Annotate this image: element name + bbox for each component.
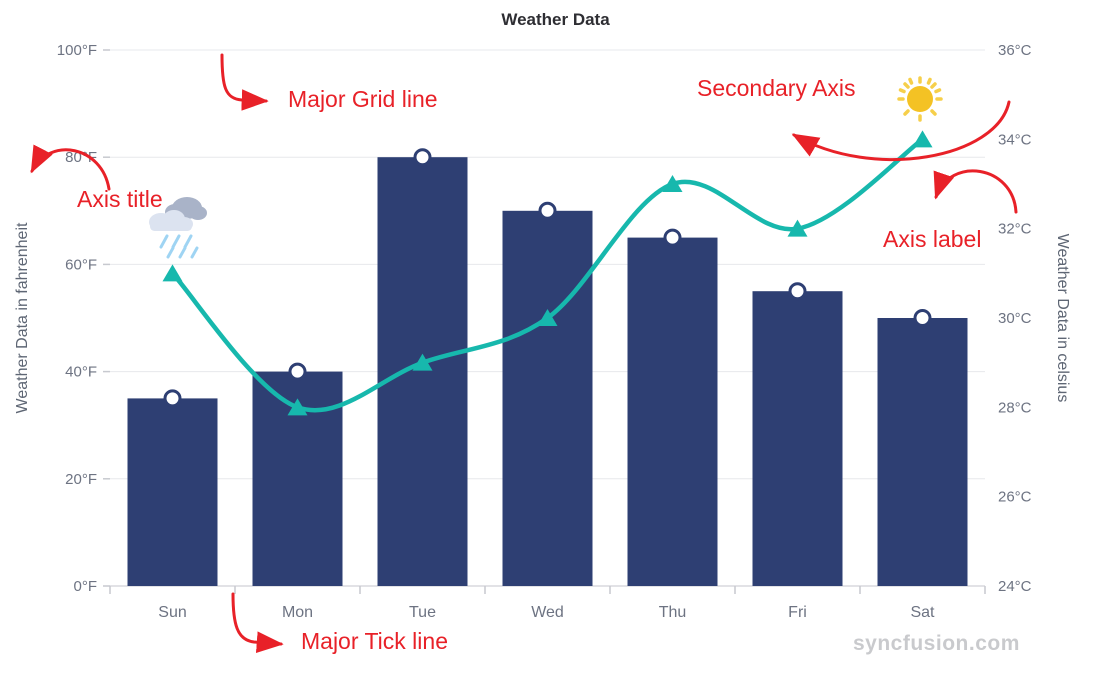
x-axis-label: Fri xyxy=(788,604,807,621)
annotation-secondary-axis: Secondary Axis xyxy=(697,75,856,101)
x-axis-label: Wed xyxy=(531,604,564,621)
spline-marker[interactable] xyxy=(787,219,808,237)
spline-marker[interactable] xyxy=(662,175,683,192)
column-thu[interactable] xyxy=(627,237,718,586)
primary-axis-label: 40°F xyxy=(65,364,97,381)
secondary-axis-label: 32°C xyxy=(998,221,1032,238)
column-marker[interactable] xyxy=(163,389,182,408)
syncfusion-watermark: syncfusion.com xyxy=(853,632,1020,655)
annotation-axis-title: Axis title xyxy=(77,186,163,212)
column-marker[interactable] xyxy=(788,282,807,301)
annotation-major-grid-line: Major Grid line xyxy=(288,86,438,112)
spline-marker[interactable] xyxy=(287,398,308,416)
primary-axis-label: 80°F xyxy=(65,149,97,166)
column-marker[interactable] xyxy=(663,228,682,247)
rain-cloud-icon xyxy=(149,197,207,259)
column-fri[interactable] xyxy=(752,291,843,586)
secondary-axis-label: 34°C xyxy=(998,131,1032,148)
x-axis-label: Sat xyxy=(910,604,935,621)
column-marker[interactable] xyxy=(413,148,432,167)
primary-axis-label: 20°F xyxy=(65,471,97,488)
x-axis-label: Thu xyxy=(659,604,687,621)
spline-marker[interactable] xyxy=(412,353,433,371)
annotation-major-tick-line: Major Tick line xyxy=(301,628,448,654)
spline-marker[interactable] xyxy=(912,130,933,148)
column-marker[interactable] xyxy=(538,201,557,220)
column-marker[interactable] xyxy=(913,309,932,327)
primary-axis-label: 0°F xyxy=(73,578,97,595)
column-tue[interactable] xyxy=(377,157,468,586)
primary-axis-label: 60°F xyxy=(65,256,97,273)
sun-icon xyxy=(897,76,943,122)
x-axis-label: Sun xyxy=(158,604,186,621)
secondary-axis-label: 28°C xyxy=(998,399,1032,416)
secondary-axis-label: 24°C xyxy=(998,578,1032,595)
secondary-axis-label: 26°C xyxy=(998,489,1032,506)
secondary-axis-label: 36°C xyxy=(998,42,1032,59)
primary-axis-label: 100°F xyxy=(57,42,97,59)
column-sun[interactable] xyxy=(127,398,218,586)
annotation-axis-label: Axis label xyxy=(883,226,982,252)
secondary-axis-label: 30°C xyxy=(998,310,1032,327)
spline-marker[interactable] xyxy=(537,309,558,326)
chart-title: Weather Data xyxy=(501,10,610,29)
column-sat[interactable] xyxy=(877,318,968,586)
spline-marker[interactable] xyxy=(162,264,183,282)
column-wed[interactable] xyxy=(502,210,593,587)
column-marker[interactable] xyxy=(288,362,307,381)
x-axis-label: Tue xyxy=(409,604,436,621)
x-axis-label: Mon xyxy=(282,604,313,621)
